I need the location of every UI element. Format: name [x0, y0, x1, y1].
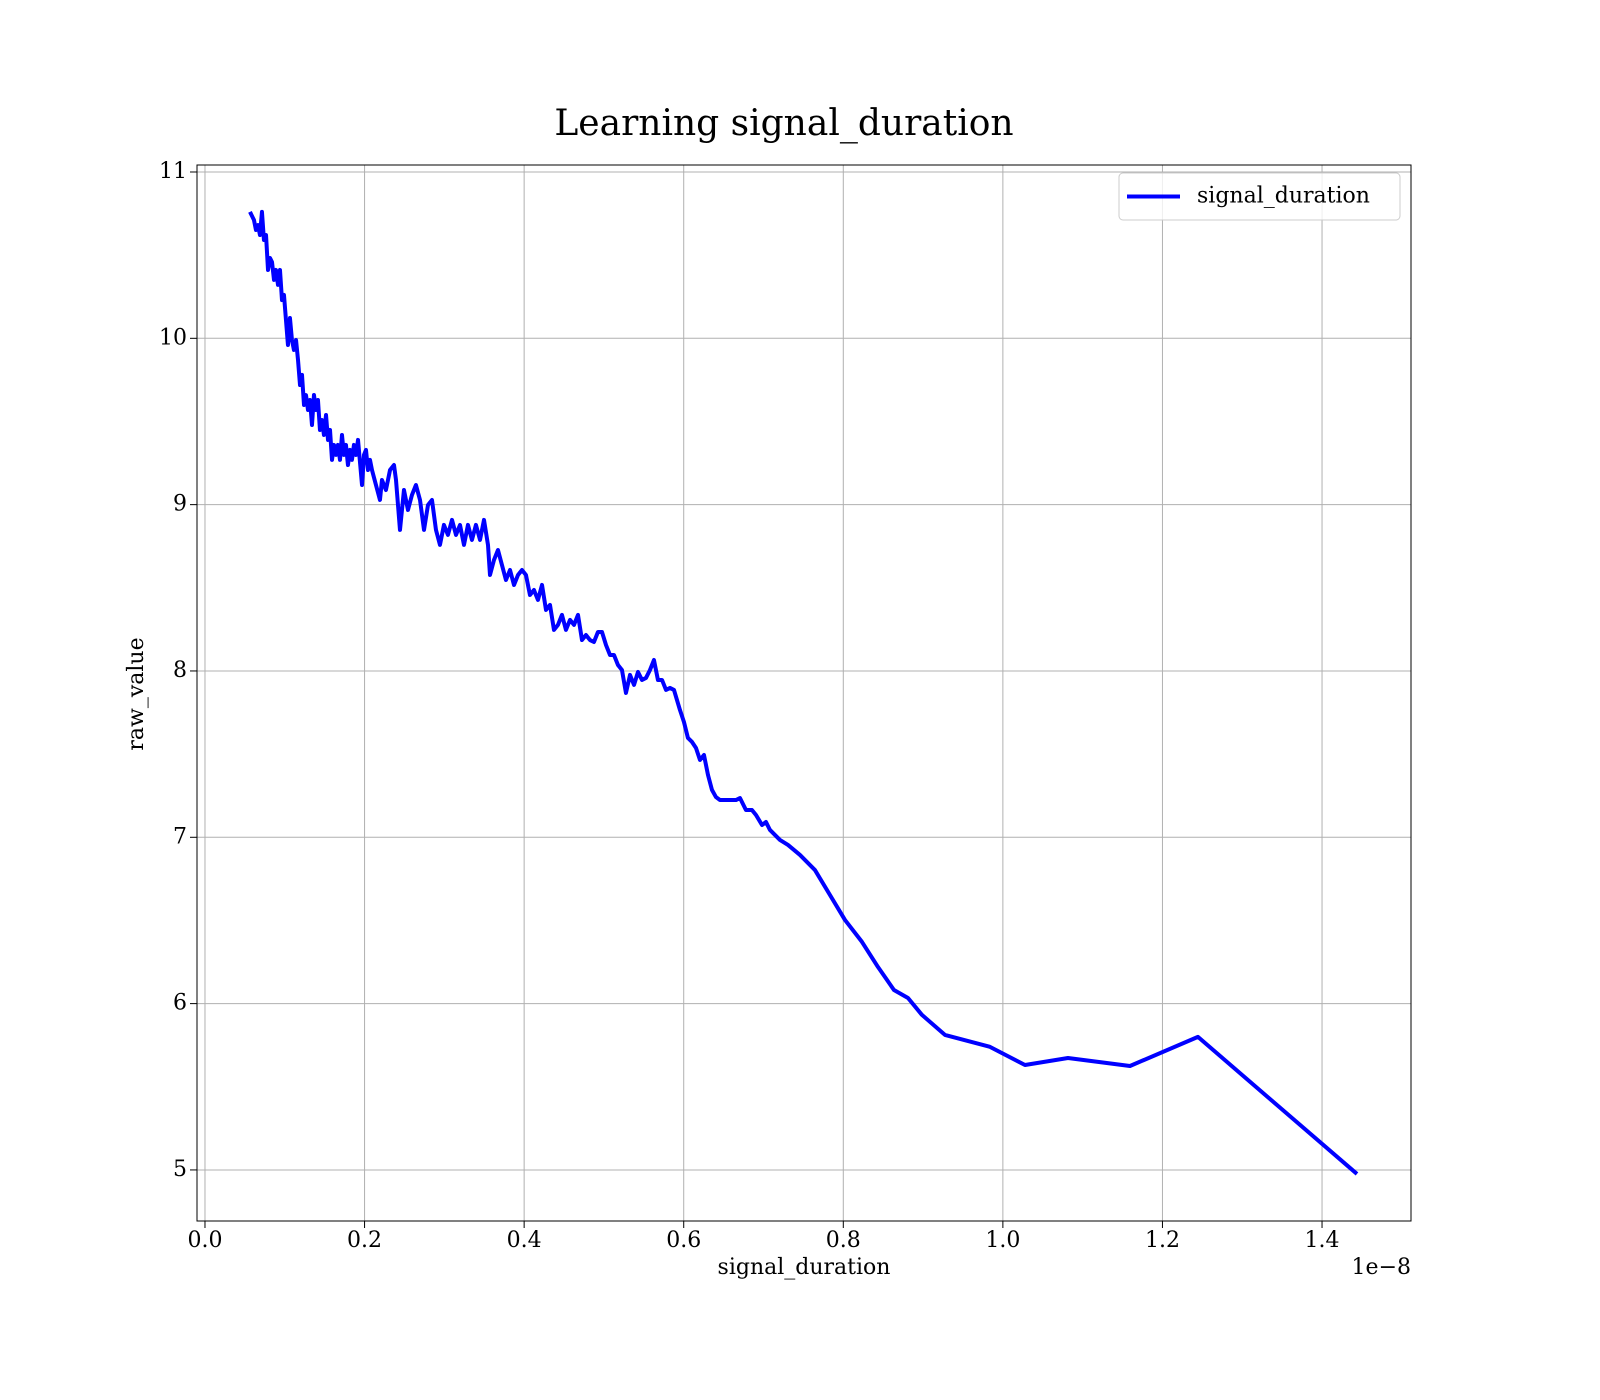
y-tick-label: 6: [173, 991, 187, 1016]
legend-box: [1118, 172, 1401, 221]
y-tick-label: 7: [173, 824, 187, 849]
x-offset-label: 1e−8: [1352, 1255, 1411, 1280]
x-tick-label: 0.4: [507, 1228, 542, 1253]
y-tick-label: 10: [159, 325, 187, 350]
legend-label: signal_duration: [1197, 184, 1370, 209]
data-line: [248, 209, 1359, 1176]
x-tick-label: 0.2: [347, 1228, 382, 1253]
x-tick-label: 0.6: [666, 1228, 701, 1253]
x-axis-label: signal_duration: [718, 1255, 891, 1280]
x-tick-label: 0.8: [826, 1228, 861, 1253]
y-tick-label: 11: [159, 159, 187, 184]
chart-title: Learning signal_duration: [554, 103, 1013, 144]
y-tick-label: 5: [173, 1157, 187, 1182]
axes-frame: [196, 164, 1412, 1222]
x-tick-label: 0.0: [187, 1228, 222, 1253]
x-tick-label: 1.0: [985, 1228, 1020, 1253]
x-tick-label: 1.2: [1145, 1228, 1180, 1253]
y-tick-label: 9: [173, 492, 187, 517]
y-tick-label: 8: [173, 658, 187, 683]
y-axis-label: raw_value: [124, 637, 149, 750]
x-tick-label: 1.4: [1305, 1228, 1340, 1253]
